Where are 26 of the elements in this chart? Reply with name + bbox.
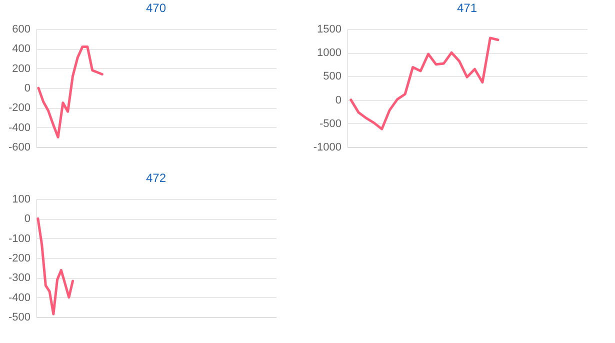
y-tick-label: -200: [8, 102, 30, 114]
y-tick-label: -500: [8, 312, 30, 324]
line-series: [37, 45, 104, 138]
line-series: [350, 36, 500, 130]
chart-title: 472: [146, 171, 166, 185]
chart-title: 470: [146, 1, 166, 15]
y-tick-label: 0: [24, 213, 30, 226]
y-tick-label: -600: [8, 142, 30, 154]
y-tick-label: 1500: [317, 24, 342, 36]
y-tick-label: 400: [12, 43, 30, 56]
y-tick-label: 600: [12, 24, 30, 36]
y-tick-label: 0: [335, 94, 342, 106]
y-tick-label: -300: [8, 272, 30, 284]
y-tick-label: 200: [12, 62, 30, 75]
y-tick-label: 1000: [317, 47, 342, 60]
y-tick-label: -400: [8, 292, 30, 304]
y-tick-label: -1000: [313, 142, 342, 154]
y-tick-label: 500: [323, 70, 342, 83]
chart-title: 471: [456, 1, 478, 15]
y-tick-label: -500: [319, 118, 342, 130]
line-series: [36, 217, 74, 316]
y-tick-label: -200: [8, 252, 30, 264]
y-tick-label: 0: [24, 82, 30, 94]
y-tick-label: 100: [12, 194, 30, 206]
y-tick-label: -400: [8, 122, 30, 134]
y-tick-label: -100: [8, 232, 30, 245]
